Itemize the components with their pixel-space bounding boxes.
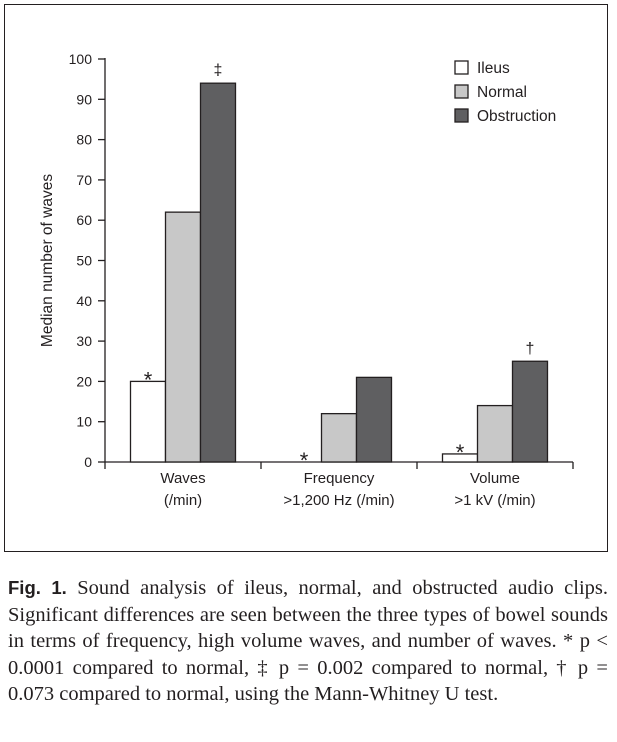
bar-normal-1 (320, 412, 358, 463)
legend-swatch-ileus (454, 60, 469, 75)
legend-swatch-normal (454, 84, 469, 99)
bar-obstruction-1 (355, 376, 393, 463)
bar-ileus-0 (129, 380, 167, 463)
y-tick-label-0: 0 (84, 454, 92, 470)
x-tick-label-0-line1: Waves (160, 470, 205, 487)
y-tick-label-30: 30 (76, 333, 92, 349)
y-tick-label-20: 20 (76, 373, 92, 389)
annotation-0: * (144, 367, 153, 392)
bar-obstruction-0 (199, 82, 237, 463)
bar-chart: 0 10 20 30 40 50 60 70 80 90 100 Median number of w… (39, 51, 574, 509)
y-tick-label-40: 40 (76, 293, 92, 309)
x-tick-label-1-line1: Frequency (304, 470, 375, 487)
y-tick-label-60: 60 (76, 212, 92, 228)
annotation-3: * (456, 440, 465, 465)
annotation-4: † (526, 340, 535, 357)
legend-label-ileus: Ileus (477, 60, 510, 77)
bar-obstruction-2 (511, 360, 549, 463)
y-tick-label-70: 70 (76, 172, 92, 188)
caption-text: Sound analysis of ileus, normal, and obs… (8, 577, 609, 705)
annotation-1: ‡ (214, 62, 223, 79)
y-tick-label-50: 50 (76, 253, 92, 269)
legend-label-obstruction: Obstruction (477, 108, 556, 125)
y-tick-label-80: 80 (76, 132, 92, 148)
legend-label-normal: Normal (477, 84, 527, 101)
annotation-2: * (300, 448, 309, 473)
x-tick-label-2-line1: Volume (470, 470, 520, 487)
figure-caption: Fig. 1. Sound analysis of ileus, normal,… (8, 575, 608, 708)
bar-normal-0 (164, 211, 202, 463)
x-tick-label-2-line2: >1 kV (/min) (454, 492, 535, 509)
y-tick-label-100: 100 (69, 51, 93, 67)
x-tick-label-1-line2: >1,200 Hz (/min) (283, 492, 394, 509)
bar-normal-2 (476, 404, 514, 463)
x-tick-label-0-line2: (/min) (164, 492, 202, 509)
y-axis-label: Median number of waves (39, 174, 56, 347)
caption-label: Fig. 1. (8, 577, 67, 598)
y-tick-label-90: 90 (76, 91, 92, 107)
figure-frame (4, 4, 608, 552)
y-tick-label-10: 10 (76, 414, 92, 430)
legend-swatch-obstruction (454, 108, 469, 123)
